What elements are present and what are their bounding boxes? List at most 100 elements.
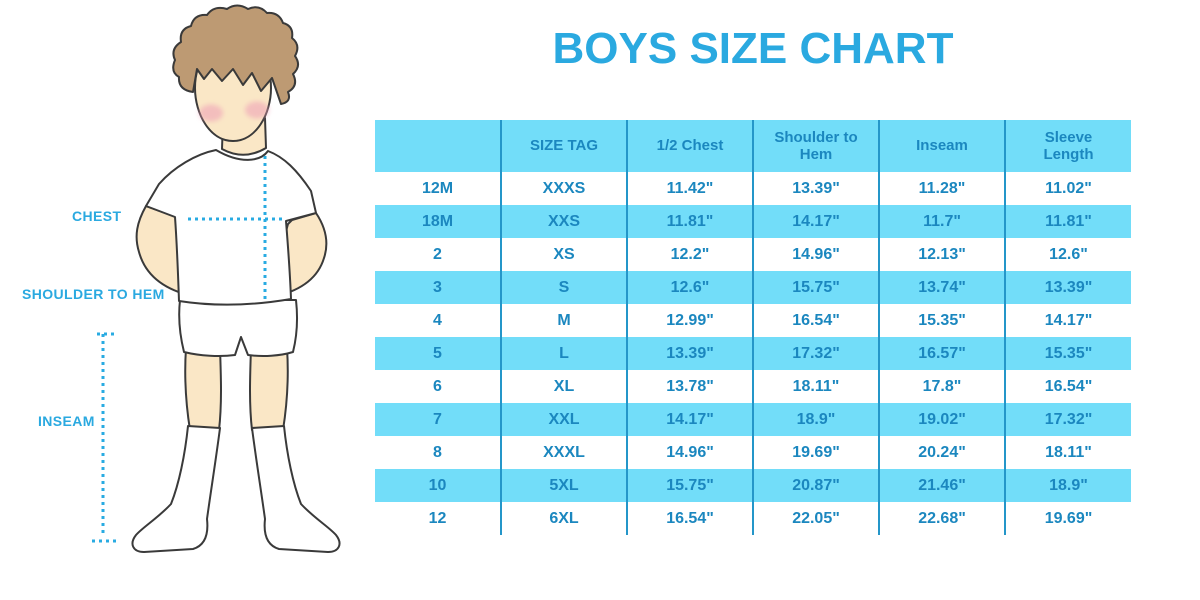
row-size-label: 8 bbox=[433, 443, 442, 461]
measurement-cell: XXXS bbox=[500, 172, 627, 205]
row-size-label: 12M bbox=[421, 179, 454, 197]
chest-label: CHEST bbox=[72, 208, 122, 224]
table-row: 18M XXS 11.81" 14.17" 11.7" 11.81" bbox=[375, 205, 1131, 238]
measurement-cell: 12.13" bbox=[878, 238, 1005, 271]
page-title: BOYS SIZE CHART bbox=[552, 24, 954, 73]
t-shirt bbox=[145, 149, 317, 306]
measurement-cell: 15.75" bbox=[626, 469, 753, 502]
measurement-cell: 16.54" bbox=[1004, 370, 1131, 403]
measurement-cell: 15.75" bbox=[752, 271, 879, 304]
measurement-cell: 13.39" bbox=[1004, 271, 1131, 304]
measurement-cell: 11.7" bbox=[878, 205, 1005, 238]
header-cell-shoulder-to-hem: Shoulder to Hem bbox=[752, 120, 879, 172]
measurement-cell: S bbox=[500, 271, 627, 304]
measurement-cell: 20.24" bbox=[878, 436, 1005, 469]
shoulder-to-hem-label: SHOULDER TO HEM bbox=[22, 286, 165, 302]
header-cell-sleeve-length: Sleeve Length bbox=[1004, 120, 1131, 172]
legs bbox=[184, 347, 289, 431]
measurement-cell: 19.69" bbox=[1004, 502, 1131, 535]
measurement-cell: 5XL bbox=[500, 469, 627, 502]
measurement-cell: 15.35" bbox=[1004, 337, 1131, 370]
row-size-label: 2 bbox=[433, 245, 442, 263]
size-table: SIZE TAG 1/2 Chest Shoulder to Hem Insea… bbox=[375, 120, 1131, 535]
table-row: 5 L 13.39" 17.32" 16.57" 15.35" bbox=[375, 337, 1131, 370]
measurement-cell: 11.02" bbox=[1004, 172, 1131, 205]
measurement-cell: 14.96" bbox=[626, 436, 753, 469]
measurement-cell: XXXL bbox=[500, 436, 627, 469]
measurement-cell: XXL bbox=[500, 403, 627, 436]
row-size-label: 18M bbox=[375, 205, 501, 238]
measurement-cell: L bbox=[500, 337, 627, 370]
table-row: 12M XXXS 11.42" 13.39" 11.28" 11.02" bbox=[375, 172, 1131, 205]
measurement-cell: 22.68" bbox=[878, 502, 1005, 535]
measurement-cell: 13.74" bbox=[878, 271, 1005, 304]
measurement-cell: M bbox=[500, 304, 627, 337]
header-cell-size-tag: SIZE TAG bbox=[500, 120, 627, 172]
table-row: 3 S 12.6" 15.75" 13.74" 13.39" bbox=[375, 271, 1131, 304]
measurement-cell: 18.9" bbox=[752, 403, 879, 436]
header-cell-blank bbox=[375, 120, 501, 172]
row-size-label: 3 bbox=[375, 271, 501, 304]
measurement-cell: 22.05" bbox=[752, 502, 879, 535]
measurement-cell: 12.6" bbox=[626, 271, 753, 304]
measurement-cell: 18.11" bbox=[752, 370, 879, 403]
measurement-cell: 11.81" bbox=[1004, 205, 1131, 238]
table-row: 6 XL 13.78" 18.11" 17.8" 16.54" bbox=[375, 370, 1131, 403]
cheeks bbox=[199, 101, 269, 122]
row-size-label: 4 bbox=[433, 311, 442, 329]
header-cell-inseam: Inseam bbox=[878, 120, 1005, 172]
measurement-cell: XL bbox=[500, 370, 627, 403]
table-row: 7 XXL 14.17" 18.9" 19.02" 17.32" bbox=[375, 403, 1131, 436]
table-row: 4 M 12.99" 16.54" 15.35" 14.17" bbox=[375, 304, 1131, 337]
measurement-cell: 14.17" bbox=[1004, 304, 1131, 337]
table-row: 2 XS 12.2" 14.96" 12.13" 12.6" bbox=[375, 238, 1131, 271]
row-size-label: 5 bbox=[375, 337, 501, 370]
measurement-cell: 16.54" bbox=[626, 502, 753, 535]
measurement-cell: 6XL bbox=[500, 502, 627, 535]
measurement-cell: 17.8" bbox=[878, 370, 1005, 403]
measurement-cell: 11.81" bbox=[626, 205, 753, 238]
row-size-label: 7 bbox=[375, 403, 501, 436]
measurement-cell: 20.87" bbox=[752, 469, 879, 502]
measurement-cell: 21.46" bbox=[878, 469, 1005, 502]
measurement-cell: 17.32" bbox=[752, 337, 879, 370]
measurement-guides bbox=[92, 156, 284, 543]
hair bbox=[172, 4, 299, 105]
shorts bbox=[178, 299, 298, 357]
row-size-label: 12 bbox=[428, 509, 447, 527]
table-row: 8 XXXL 14.96" 19.69" 20.24" 18.11" bbox=[375, 436, 1131, 469]
measurement-cell: XXS bbox=[500, 205, 627, 238]
measurement-cell: 13.39" bbox=[752, 172, 879, 205]
measurement-cell: 14.17" bbox=[626, 403, 753, 436]
row-size-label: 10 bbox=[375, 469, 501, 502]
header-row: SIZE TAG 1/2 Chest Shoulder to Hem Insea… bbox=[375, 120, 1131, 172]
table-row: 12 6XL 16.54" 22.05" 22.68" 19.69" bbox=[375, 502, 1131, 535]
measurement-cell: 12.6" bbox=[1004, 238, 1131, 271]
header-cell-half-chest: 1/2 Chest bbox=[626, 120, 753, 172]
socks bbox=[131, 425, 341, 553]
measurement-cell: 14.96" bbox=[752, 238, 879, 271]
measurement-cell: 12.99" bbox=[626, 304, 753, 337]
measurement-cell: 13.78" bbox=[626, 370, 753, 403]
measurement-cell: 11.28" bbox=[878, 172, 1005, 205]
table-row: 10 5XL 15.75" 20.87" 21.46" 18.9" bbox=[375, 469, 1131, 502]
measurement-cell: 14.17" bbox=[752, 205, 879, 238]
measurement-cell: 18.11" bbox=[1004, 436, 1131, 469]
measurement-cell: 15.35" bbox=[878, 304, 1005, 337]
measurement-cell: 17.32" bbox=[1004, 403, 1131, 436]
measurement-cell: 12.2" bbox=[626, 238, 753, 271]
measurement-cell: 13.39" bbox=[626, 337, 753, 370]
measurement-cell: 19.02" bbox=[878, 403, 1005, 436]
measurement-cell: 19.69" bbox=[752, 436, 879, 469]
measurement-cell: 18.9" bbox=[1004, 469, 1131, 502]
measurement-cell: 16.54" bbox=[752, 304, 879, 337]
inseam-label: INSEAM bbox=[38, 413, 95, 429]
size-table-header: SIZE TAG 1/2 Chest Shoulder to Hem Insea… bbox=[375, 120, 1131, 172]
measurement-cell: 16.57" bbox=[878, 337, 1005, 370]
boy-figure-illustration bbox=[92, 4, 341, 553]
size-table-body: 12M XXXS 11.42" 13.39" 11.28" 11.02" 18M XXS 11.… bbox=[375, 172, 1131, 535]
measurement-cell: XS bbox=[500, 238, 627, 271]
row-size-label: 6 bbox=[433, 377, 442, 395]
measurement-cell: 11.42" bbox=[626, 172, 753, 205]
